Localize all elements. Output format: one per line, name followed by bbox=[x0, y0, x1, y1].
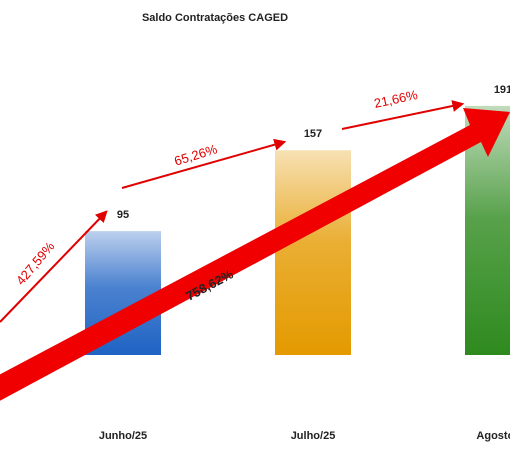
value-label: 95 bbox=[117, 209, 129, 221]
annotation: 65,26% bbox=[172, 141, 219, 168]
value-label: 191 bbox=[494, 84, 510, 96]
arrow bbox=[341, 100, 465, 130]
value-label: 157 bbox=[304, 128, 322, 140]
big-arrow bbox=[0, 108, 510, 401]
annotation: 21,66% bbox=[373, 87, 420, 111]
x-tick-label: Agosto/25 bbox=[476, 430, 510, 442]
arrow bbox=[0, 210, 108, 323]
x-tick-label: Julho/25 bbox=[291, 430, 336, 442]
annotation: 427,59% bbox=[13, 239, 58, 288]
bar bbox=[275, 150, 351, 355]
x-tick-label: Junho/25 bbox=[99, 430, 147, 442]
arrow bbox=[121, 138, 287, 189]
chart-title: Saldo Contratações CAGED bbox=[142, 12, 288, 24]
